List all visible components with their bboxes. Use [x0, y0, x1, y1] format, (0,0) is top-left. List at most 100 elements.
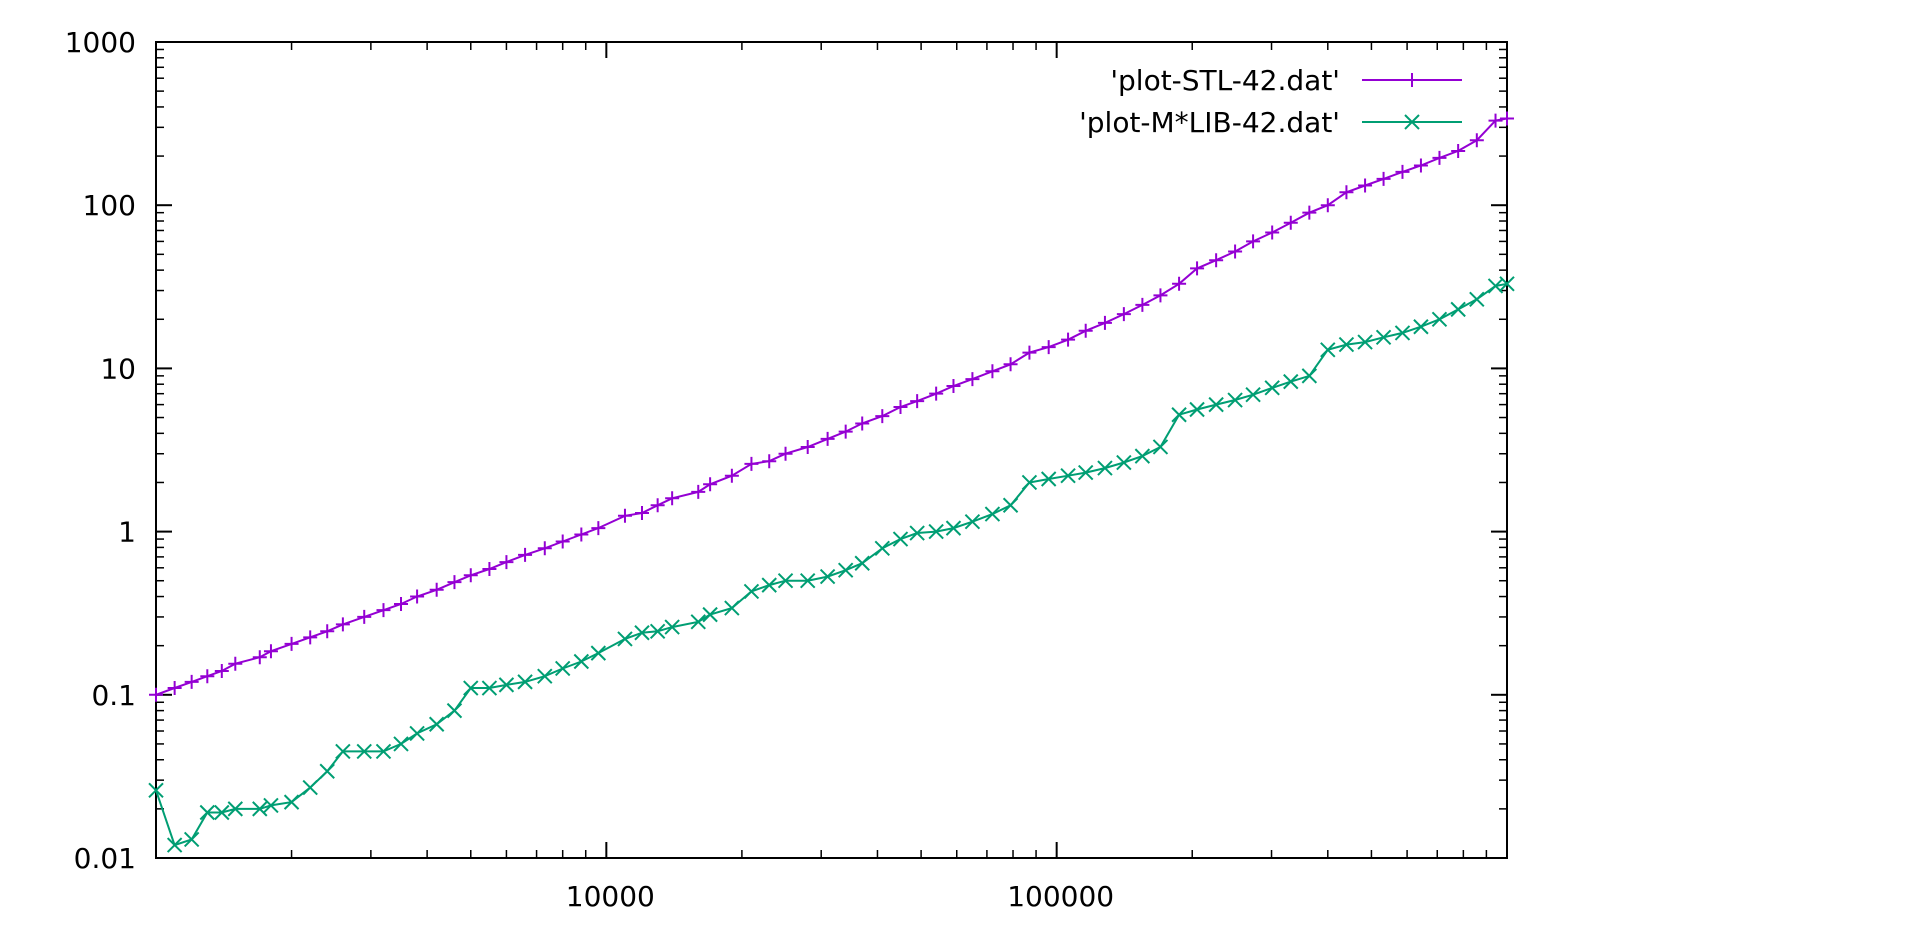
data-point [590, 645, 607, 661]
data-point [357, 609, 372, 624]
data-point [778, 446, 793, 461]
plot-border [155, 41, 1508, 859]
data-point [1228, 244, 1243, 259]
data-point [1338, 336, 1355, 353]
data-point [1500, 111, 1514, 126]
data-point [617, 508, 632, 523]
data-point [819, 568, 836, 585]
data-point [184, 674, 199, 689]
data-point [1209, 253, 1224, 268]
data-point [1469, 133, 1484, 148]
data-point [214, 804, 230, 821]
data-point [481, 680, 498, 696]
data-point [149, 687, 163, 702]
data-point [302, 779, 318, 796]
data-point [1172, 276, 1187, 291]
data-point [214, 663, 229, 678]
data-point [1265, 225, 1280, 240]
data-point [665, 491, 680, 506]
data-point [1413, 319, 1429, 335]
data-point [724, 600, 740, 616]
data-point [1041, 340, 1056, 355]
data-point [284, 636, 299, 651]
data-point [320, 624, 335, 639]
data-point [1061, 332, 1076, 347]
data-point [183, 831, 200, 848]
series-line [155, 282, 1508, 847]
data-point [263, 797, 279, 814]
data-point [537, 541, 552, 556]
data-point [1134, 448, 1151, 464]
data-point [574, 527, 589, 542]
plot-frame [155, 41, 1508, 859]
series-2 [148, 276, 1515, 853]
data-point [690, 614, 706, 630]
data-point [1432, 150, 1447, 165]
data-point [634, 506, 649, 521]
data-point [517, 674, 533, 690]
data-point [1097, 460, 1113, 476]
legend: 'plot-STL-42.dat' 'plot-M*LIB-42.dat' [1079, 64, 1462, 139]
data-point [1358, 178, 1373, 193]
data-point [855, 416, 870, 431]
data-point [964, 513, 981, 530]
data-point [554, 660, 571, 677]
data-point [800, 439, 815, 454]
y-axis: 0.01 0.1 1 10 100 1000 [65, 26, 1507, 875]
data-point [1394, 325, 1411, 341]
data-point [965, 372, 980, 387]
x-axis: 10000 100000 [290, 42, 1488, 913]
data-point [1022, 345, 1037, 360]
data-point [227, 801, 244, 817]
x-tick-label: 100000 [1007, 880, 1114, 913]
data-point [649, 623, 666, 639]
data-point [1246, 234, 1261, 249]
data-point [409, 725, 425, 742]
data-point [762, 454, 777, 469]
data-point [1116, 454, 1132, 471]
data-point [482, 561, 497, 576]
data-point [1171, 407, 1187, 423]
data-point [1021, 474, 1038, 491]
data-point [283, 794, 300, 810]
data-point [1003, 357, 1018, 372]
data-point [1488, 113, 1503, 128]
data-point [376, 603, 391, 618]
data-point [1245, 386, 1261, 403]
data-point [1189, 401, 1205, 418]
data-point [1002, 497, 1019, 513]
data-point [1135, 297, 1150, 312]
y-tick-label: 1000 [65, 26, 136, 59]
data-point [252, 801, 268, 817]
data-point [929, 386, 944, 401]
data-point [1301, 368, 1318, 384]
data-point [394, 597, 409, 612]
data-point [1320, 342, 1336, 358]
x-tick-label: 10000 [566, 880, 655, 913]
data-point [537, 668, 553, 684]
data-point [1283, 373, 1299, 390]
data-point [875, 409, 890, 424]
data-point [393, 736, 409, 752]
legend-marker [1405, 73, 1419, 87]
data-point [1208, 396, 1224, 413]
series-1 [149, 111, 1514, 702]
data-point [447, 575, 462, 590]
data-point [703, 477, 718, 492]
data-point [910, 394, 925, 409]
data-point [1413, 158, 1428, 173]
data-point [1499, 276, 1515, 292]
data-point [335, 743, 351, 760]
data-point [148, 782, 164, 798]
data-point [1040, 471, 1057, 487]
data-point [303, 630, 318, 645]
legend-marker [1404, 114, 1420, 130]
data-point [1302, 205, 1317, 220]
data-point [1227, 392, 1243, 408]
data-point [429, 582, 444, 597]
data-point [1264, 380, 1280, 396]
data-point [166, 837, 183, 853]
data-point [1357, 334, 1373, 350]
legend-label: 'plot-STL-42.dat' [1110, 64, 1340, 97]
data-point [892, 531, 909, 547]
